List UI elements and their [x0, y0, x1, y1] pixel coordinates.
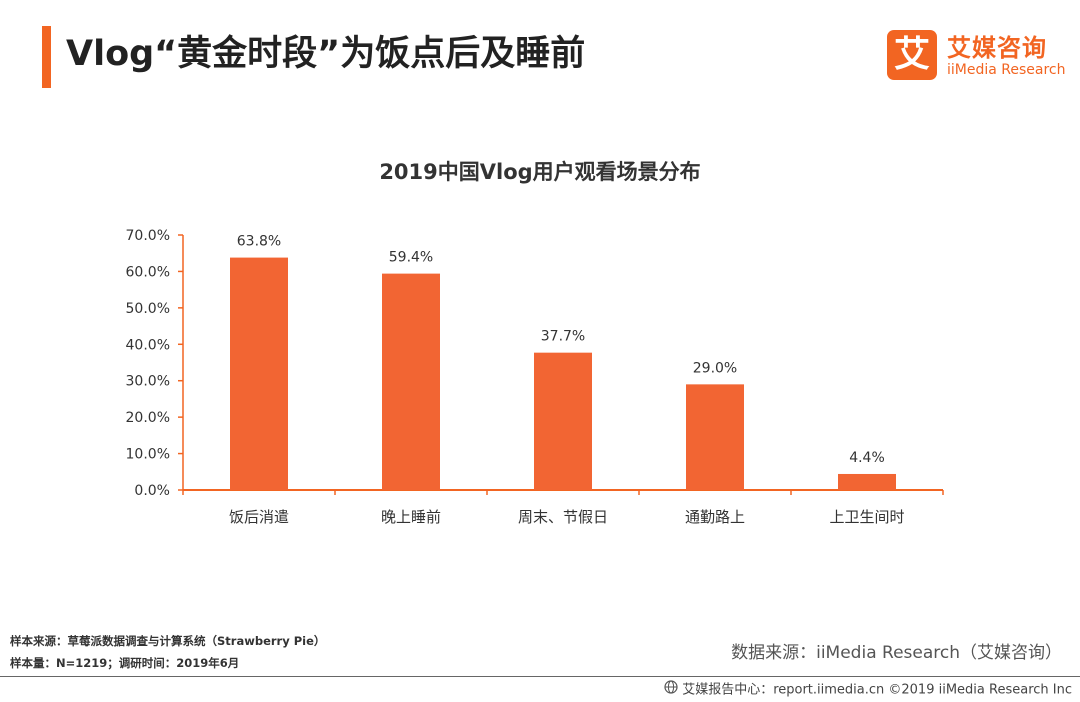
- globe-icon: [664, 680, 678, 700]
- y-tick-label: 30.0%: [126, 374, 170, 390]
- bar: [230, 257, 288, 490]
- iimedia-logo: 艾 艾媒咨询 iiMedia Research: [887, 30, 1067, 82]
- y-tick-label: 50.0%: [126, 301, 170, 317]
- y-tick-label: 10.0%: [126, 447, 170, 463]
- x-category-label: 周末、节假日: [518, 508, 608, 526]
- y-tick-label: 70.0%: [126, 228, 170, 244]
- footer-divider: [0, 676, 1080, 677]
- data-source: 数据来源：iiMedia Research（艾媒咨询）: [731, 643, 1062, 663]
- bar: [382, 273, 440, 490]
- logo-name-cn: 艾媒咨询: [947, 34, 1047, 62]
- y-tick-label: 60.0%: [126, 264, 170, 280]
- x-category-label: 晚上睡前: [381, 508, 441, 526]
- bar-value-label: 29.0%: [693, 360, 737, 376]
- x-category-label: 饭后消遣: [229, 508, 289, 526]
- footer-notes: 样本来源：草莓派数据调查与计算系统（Strawberry Pie） 样本量：N=…: [10, 630, 325, 674]
- logo-name-en: iiMedia Research: [947, 62, 1066, 78]
- logo-mark: 艾: [887, 30, 937, 80]
- x-category-label: 通勤路上: [685, 508, 745, 526]
- sample-source-note: 样本来源：草莓派数据调查与计算系统（Strawberry Pie）: [10, 634, 326, 648]
- y-tick-label: 40.0%: [126, 337, 170, 353]
- report-center-text: 艾媒报告中心：report.iimedia.cn ©2019 iiMedia R…: [682, 682, 1072, 698]
- x-category-label: 上卫生间时: [829, 508, 904, 526]
- report-center-bar: 艾媒报告中心：report.iimedia.cn ©2019 iiMedia R…: [664, 680, 1072, 700]
- bar-chart: 0.0% 10.0% 20.0% 30.0% 40.0% 50.0% 60.0% 70.0% 6…: [126, 228, 944, 526]
- bar: [838, 473, 896, 490]
- page-title: Vlog“黄金时段”为饭点后及睡前: [66, 34, 586, 74]
- y-tick-label: 0.0%: [134, 483, 170, 499]
- bar-value-label: 63.8%: [237, 234, 281, 250]
- chart-title: 2019中国Vlog用户观看场景分布: [379, 160, 701, 184]
- bar-value-label: 59.4%: [389, 250, 433, 266]
- title-accent-bar: [42, 26, 51, 88]
- bar: [686, 384, 744, 490]
- bar-value-label: 4.4%: [849, 450, 885, 466]
- bar: [534, 352, 592, 490]
- sample-size-note: 样本量：N=1219；调研时间：2019年6月: [10, 656, 240, 670]
- bar-value-label: 37.7%: [541, 329, 585, 345]
- y-tick-label: 20.0%: [126, 410, 170, 426]
